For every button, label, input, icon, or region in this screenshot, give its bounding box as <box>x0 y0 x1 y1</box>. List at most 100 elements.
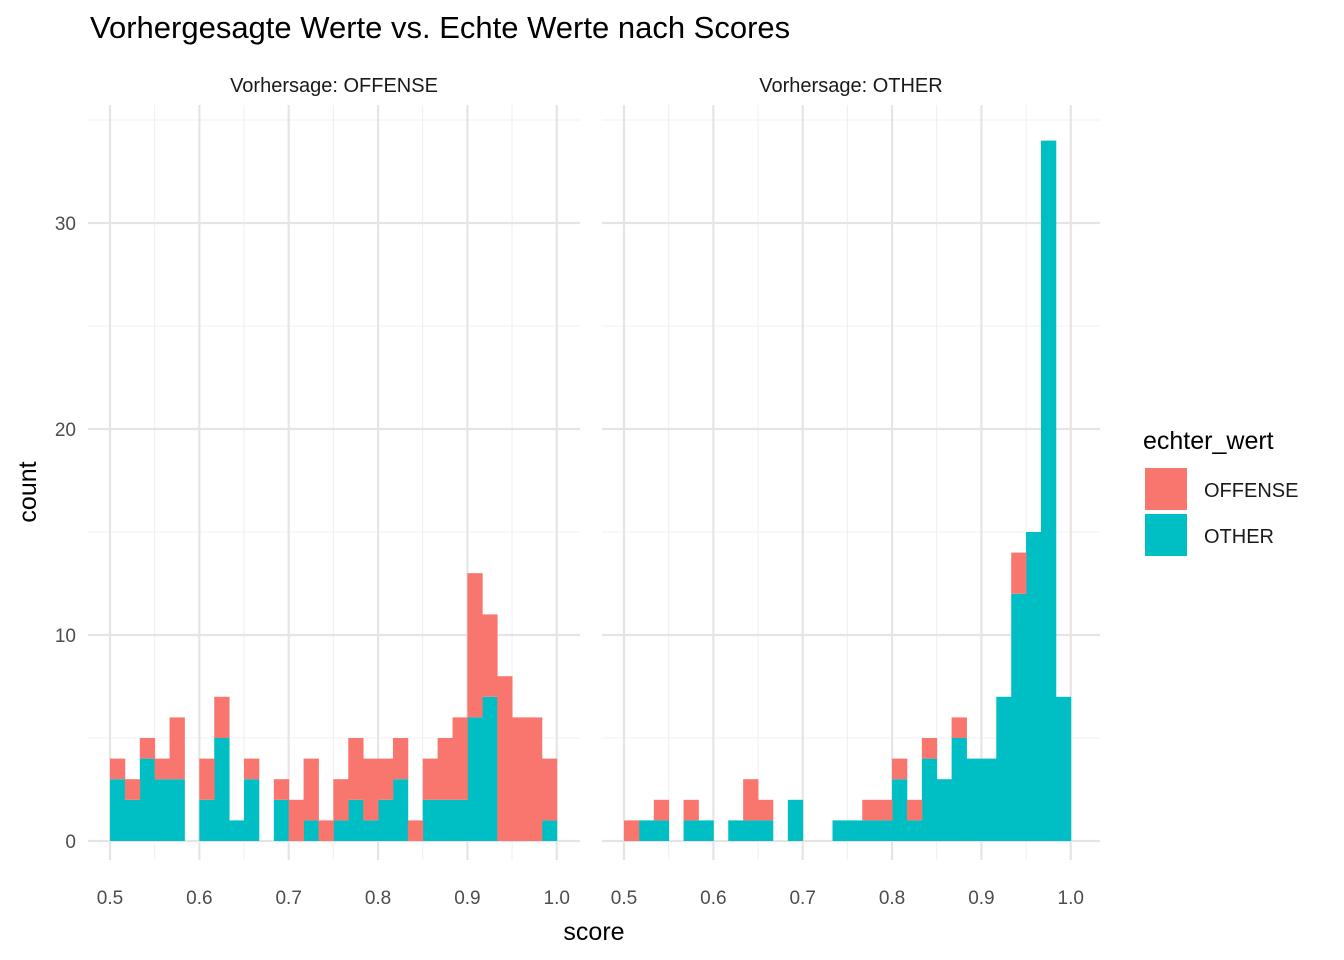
legend-label-other: OTHER <box>1204 526 1274 548</box>
x-tick-label: 0.7 <box>789 888 815 909</box>
bar-offense <box>437 738 453 800</box>
x-tick-label: 0.8 <box>365 888 391 909</box>
bar-other <box>333 820 349 841</box>
bar-other <box>378 799 394 841</box>
bar-offense <box>169 717 185 780</box>
facet-panel-2: Vorhersage: OTHER 0.5 0.6 0.7 0.8 0.9 1.0 <box>602 75 1100 909</box>
bar-other <box>303 820 319 841</box>
bar-offense <box>363 758 379 821</box>
bar-offense <box>497 676 513 841</box>
bar-offense <box>467 573 483 718</box>
bar-other <box>229 820 245 841</box>
bar-offense <box>199 758 215 800</box>
bar-other <box>653 820 670 841</box>
bar-offense <box>512 717 528 841</box>
bar-other <box>892 779 908 841</box>
legend: echter_wert OFFENSE OTHER <box>1143 427 1298 556</box>
bar-offense <box>348 738 364 800</box>
bar-other <box>847 820 863 841</box>
facet-strip-label: Vorhersage: OFFENSE <box>230 75 438 97</box>
x-tick-label: 0.6 <box>186 888 212 909</box>
bar-other <box>757 820 774 841</box>
bar-offense <box>1011 552 1027 594</box>
bar-other <box>862 820 878 841</box>
x-tick-label: 0.7 <box>275 888 301 909</box>
y-tick-label: 30 <box>55 214 76 235</box>
bar-other <box>169 779 185 841</box>
bar-other <box>728 820 744 841</box>
bar-offense <box>333 779 349 821</box>
bar-offense <box>407 820 424 841</box>
bar-offense <box>318 820 334 841</box>
bar-offense <box>862 799 878 821</box>
facet-panels: Vorhersage: OFFENSE 0.5 0.6 0.7 0.8 0.9 1.0 0 10… <box>55 75 1100 909</box>
bar-other <box>877 820 893 841</box>
bar-other <box>243 779 260 841</box>
bar-other <box>482 696 498 841</box>
bar-offense <box>757 799 774 821</box>
bar-offense <box>139 738 156 759</box>
legend-title: echter_wert <box>1143 427 1274 455</box>
bar-other <box>743 820 759 841</box>
x-tick-label: 0.5 <box>611 888 637 909</box>
bar-offense <box>541 758 558 821</box>
bar-other <box>1026 532 1042 841</box>
bar-offense <box>452 717 468 800</box>
bar-other <box>452 799 468 841</box>
legend-key-offense <box>1145 468 1187 510</box>
bar-offense <box>653 799 670 821</box>
bar-offense <box>214 696 230 738</box>
bar-offense <box>124 779 141 800</box>
bar-other <box>363 820 379 841</box>
facet-panel-1: Vorhersage: OFFENSE 0.5 0.6 0.7 0.8 0.9 1.0 0 10… <box>55 75 580 909</box>
bar-offense <box>906 799 923 821</box>
bar-offense <box>877 799 893 821</box>
y-tick-label: 20 <box>55 420 76 441</box>
bar-other <box>906 820 923 841</box>
bar-other <box>139 758 156 841</box>
bar-other <box>392 779 409 841</box>
y-tick-label: 10 <box>55 626 76 647</box>
bar-offense <box>109 758 126 780</box>
y-tick-label: 0 <box>65 832 76 853</box>
x-tick-label: 0.6 <box>700 888 726 909</box>
bar-other <box>936 779 952 841</box>
bar-other <box>422 799 438 841</box>
bar-offense <box>154 758 170 780</box>
bar-offense <box>951 717 967 738</box>
bar-other <box>832 820 848 841</box>
x-tick-label: 1.0 <box>1058 888 1084 909</box>
bar-other <box>683 820 699 841</box>
bar-other <box>698 820 714 841</box>
bar-other <box>214 738 230 841</box>
bar-other <box>787 799 804 841</box>
bar-other <box>348 799 364 841</box>
bar-other <box>273 799 290 841</box>
legend-key-other <box>1145 514 1187 556</box>
bar-other <box>921 758 938 841</box>
x-tick-label: 1.0 <box>544 888 570 909</box>
bar-other <box>951 738 967 841</box>
bar-offense <box>303 758 319 821</box>
bar-offense <box>243 758 260 780</box>
bar-offense <box>623 820 640 841</box>
y-axis-title: count <box>14 461 42 522</box>
chart-title: Vorhergesagte Werte vs. Echte Werte nach… <box>90 10 790 45</box>
bar-other <box>1055 696 1072 841</box>
bar-offense <box>378 758 394 800</box>
x-axis-title: score <box>563 918 624 946</box>
x-tick-label: 0.8 <box>879 888 905 909</box>
bar-offense <box>273 779 290 800</box>
bar-offense <box>743 779 759 821</box>
bar-other <box>437 799 453 841</box>
bar-offense <box>892 758 908 780</box>
bar-other <box>996 696 1012 841</box>
bar-other <box>1011 593 1027 841</box>
bar-offense <box>526 717 543 841</box>
bar-offense <box>288 799 304 841</box>
x-tick-label: 0.9 <box>454 888 480 909</box>
bar-offense <box>422 758 438 800</box>
bar-offense <box>482 614 498 697</box>
bar-offense <box>921 738 938 759</box>
